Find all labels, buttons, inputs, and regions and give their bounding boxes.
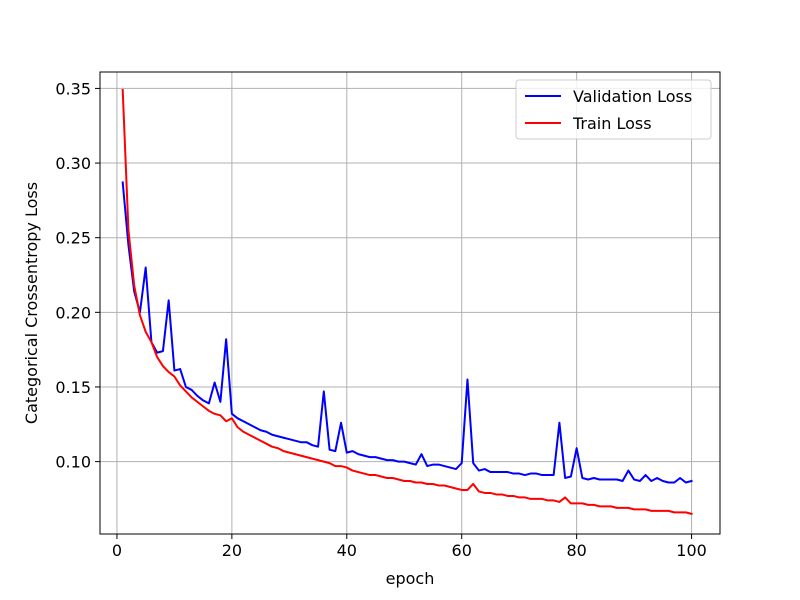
y-tick-label: 0.20 — [55, 303, 91, 322]
x-tick-label: 100 — [676, 541, 707, 560]
y-tick-label: 0.10 — [55, 453, 91, 472]
series-line-train-loss — [121, 88, 693, 516]
y-tick-label: 0.15 — [55, 378, 91, 397]
legend-label: Validation Loss — [573, 87, 692, 106]
ticks: 0 20 40 60 80 100 0.10 0.15 0.20 0.25 0.30 0.35 — [55, 79, 706, 560]
x-tick-label: 0 — [112, 541, 122, 560]
y-tick-label: 0.35 — [55, 79, 91, 98]
x-tick-label: 80 — [566, 541, 586, 560]
y-tick-label: 0.30 — [55, 154, 91, 173]
legend: Validation Loss Train Loss — [515, 79, 712, 140]
legend-box — [515, 79, 712, 140]
y-tick-label: 0.25 — [55, 229, 91, 248]
x-tick-label: 60 — [452, 541, 472, 560]
x-axis-label: epoch — [386, 569, 435, 588]
x-tick-label: 40 — [337, 541, 357, 560]
legend-label: Train Loss — [572, 114, 652, 133]
y-axis-label: Categorical Crossentropy Loss — [22, 182, 41, 424]
grid — [100, 72, 720, 534]
plot-frame — [99, 71, 721, 535]
series-lines — [121, 88, 693, 516]
x-tick-label: 20 — [222, 541, 242, 560]
series-line-validation-loss — [121, 181, 693, 484]
